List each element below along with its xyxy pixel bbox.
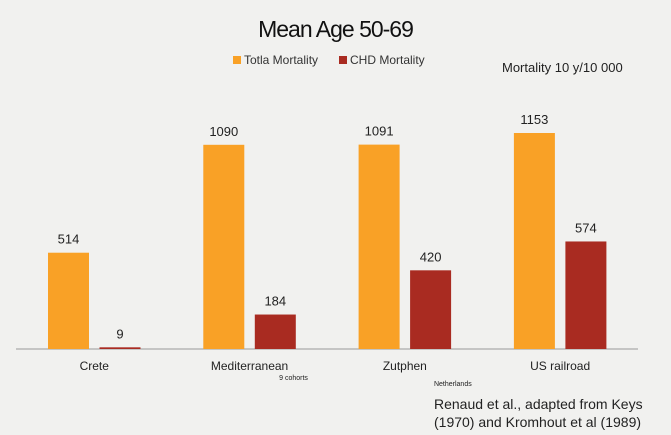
data-label: 184 <box>264 294 286 309</box>
chart-title: Mean Age 50-69 <box>258 16 414 42</box>
bar-chd <box>565 241 607 349</box>
data-label: 420 <box>420 249 442 264</box>
data-label: 1091 <box>365 124 394 139</box>
data-label: 1090 <box>209 124 238 139</box>
bar-total <box>48 252 89 349</box>
data-label: 514 <box>58 232 80 247</box>
data-label: 9 <box>116 326 123 341</box>
legend-label-total: Totla Mortality <box>244 53 319 67</box>
legend-item-chd: CHD Mortality <box>339 53 425 67</box>
legend-swatch-total <box>233 56 241 64</box>
bar-total <box>203 144 245 349</box>
x-tick-label: Zutphen <box>383 359 427 373</box>
x-tick-label: Mediterranean <box>211 359 288 373</box>
x-tick-label: Crete <box>80 359 110 373</box>
source-line-2: (1970) and Kromhout et al (1989) <box>434 414 642 430</box>
bar-chd <box>254 314 296 349</box>
category-note: 9 cohorts <box>279 375 308 382</box>
data-label: 574 <box>575 220 597 235</box>
legend-label-chd: CHD Mortality <box>350 53 425 67</box>
source-line-1: Renaud et al., adapted from Keys <box>434 396 643 412</box>
legend-swatch-chd <box>339 56 347 64</box>
bar-chd <box>410 270 452 349</box>
y-unit-label: Mortality 10 y/10 000 <box>502 60 623 75</box>
data-label: 1153 <box>520 112 548 127</box>
bar-chd <box>99 347 141 349</box>
bar-total <box>358 144 400 349</box>
x-tick-label: US railroad <box>530 359 590 373</box>
bar-total <box>513 133 555 349</box>
legend-item-total: Totla Mortality <box>233 53 318 67</box>
category-note: Netherlands <box>434 381 472 388</box>
